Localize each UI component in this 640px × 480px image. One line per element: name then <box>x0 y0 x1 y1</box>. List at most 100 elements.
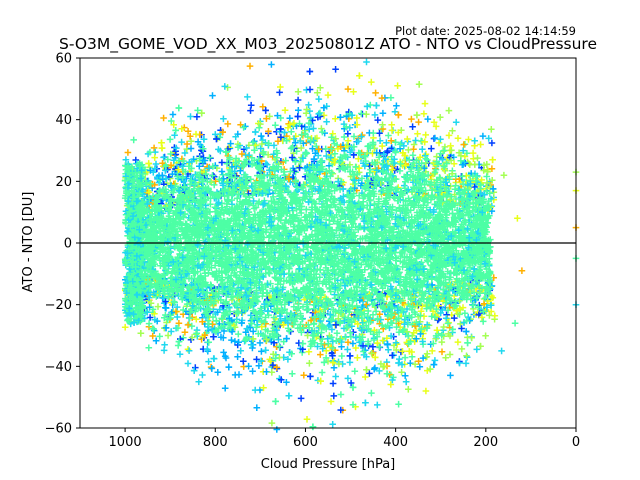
data-point <box>488 139 496 147</box>
data-point <box>122 156 130 163</box>
data-point <box>387 381 395 388</box>
data-point <box>364 302 371 309</box>
data-point <box>251 386 259 394</box>
data-point <box>167 328 175 335</box>
data-point <box>411 360 419 368</box>
data-point <box>323 152 330 160</box>
data-point <box>385 346 392 354</box>
data-point <box>469 149 477 157</box>
data-point <box>185 347 193 354</box>
data-point <box>356 72 363 79</box>
data-point <box>438 348 446 356</box>
data-point <box>294 113 302 120</box>
data-point <box>445 319 453 326</box>
data-point <box>329 338 337 345</box>
data-point <box>292 139 299 146</box>
data-point <box>421 100 429 107</box>
data-point <box>225 363 233 371</box>
data-point <box>463 352 470 360</box>
data-point <box>363 111 370 118</box>
data-point <box>367 101 374 109</box>
data-point <box>415 81 423 88</box>
data-point <box>378 142 386 150</box>
data-point <box>454 338 462 346</box>
data-point <box>457 320 464 328</box>
data-point <box>166 136 174 143</box>
data-point <box>363 58 370 66</box>
data-point <box>346 359 354 366</box>
data-point <box>391 108 399 115</box>
data-point <box>303 416 311 423</box>
data-point <box>329 421 336 428</box>
data-point <box>315 95 323 103</box>
data-point <box>401 372 409 379</box>
data-point <box>294 96 302 104</box>
data-point <box>175 104 183 112</box>
data-point <box>338 352 346 360</box>
data-point <box>252 128 259 136</box>
data-point <box>433 326 441 334</box>
data-point <box>255 362 263 369</box>
data-point <box>479 132 487 140</box>
data-point <box>158 144 166 152</box>
data-point <box>379 363 387 371</box>
data-point <box>461 153 469 160</box>
data-point <box>245 362 252 370</box>
data-point <box>324 91 332 99</box>
data-point <box>306 86 314 93</box>
data-point <box>372 89 379 97</box>
data-point <box>294 88 302 95</box>
data-point <box>440 323 447 331</box>
data-point <box>417 137 425 145</box>
data-point <box>393 102 400 110</box>
data-point <box>209 92 216 99</box>
data-point <box>374 401 381 409</box>
data-point <box>176 350 184 358</box>
chart-title: S-O3M_GOME_VOD_XX_M03_20250801Z ATO - NT… <box>59 35 597 54</box>
data-point <box>332 373 339 380</box>
data-point <box>401 354 409 361</box>
data-point <box>235 330 242 338</box>
data-point <box>414 130 421 138</box>
data-point <box>454 135 462 142</box>
data-point <box>256 339 264 347</box>
data-point <box>465 136 472 143</box>
data-point <box>234 353 241 360</box>
data-point <box>362 373 369 381</box>
data-point <box>488 126 495 133</box>
data-point <box>438 338 446 346</box>
data-point <box>395 111 402 119</box>
data-point <box>285 392 293 400</box>
data-point <box>124 149 132 156</box>
data-point <box>184 360 192 367</box>
data-point <box>249 328 257 335</box>
data-point <box>231 338 239 345</box>
data-point <box>346 352 354 360</box>
data-point <box>152 337 160 345</box>
data-point <box>430 361 438 368</box>
data-point <box>299 346 306 353</box>
data-point <box>214 369 222 376</box>
data-point <box>354 354 361 361</box>
data-point <box>368 389 375 397</box>
data-point <box>194 107 201 114</box>
data-point <box>344 346 351 353</box>
data-point <box>199 371 206 379</box>
data-point <box>130 136 137 144</box>
data-point <box>145 344 153 352</box>
data-point <box>277 83 284 91</box>
data-point <box>208 365 216 372</box>
data-point <box>318 369 326 376</box>
data-point <box>437 135 444 143</box>
data-point <box>471 161 479 168</box>
data-point <box>445 132 453 139</box>
data-point <box>281 107 289 114</box>
data-point <box>359 342 367 350</box>
data-point <box>192 130 200 138</box>
data-point <box>366 370 373 377</box>
data-point <box>384 340 391 348</box>
data-point <box>309 145 316 152</box>
data-point <box>259 149 266 157</box>
data-point <box>452 118 460 126</box>
